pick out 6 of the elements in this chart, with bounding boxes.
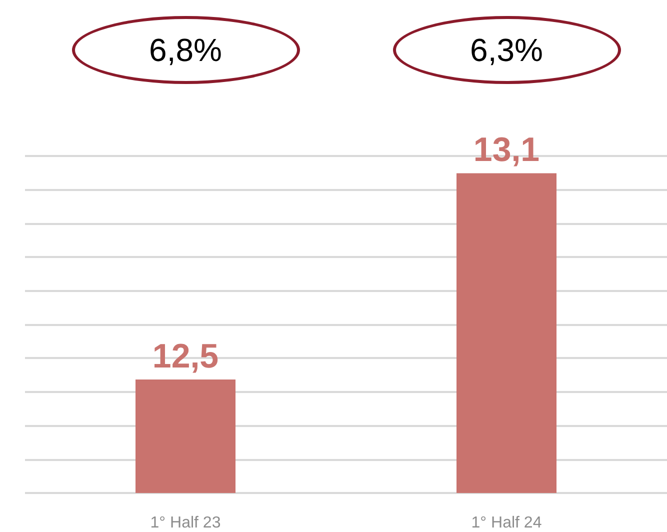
data-label: 12,5	[152, 338, 219, 376]
x-tick-label: 1° Half 23	[150, 514, 221, 532]
x-tick-label: 1° Half 24	[471, 514, 542, 532]
ellipse-outline: 6,8%	[72, 16, 300, 84]
data-label: 13,1	[473, 131, 540, 170]
ellipse-outline: 6,3%	[392, 16, 620, 84]
